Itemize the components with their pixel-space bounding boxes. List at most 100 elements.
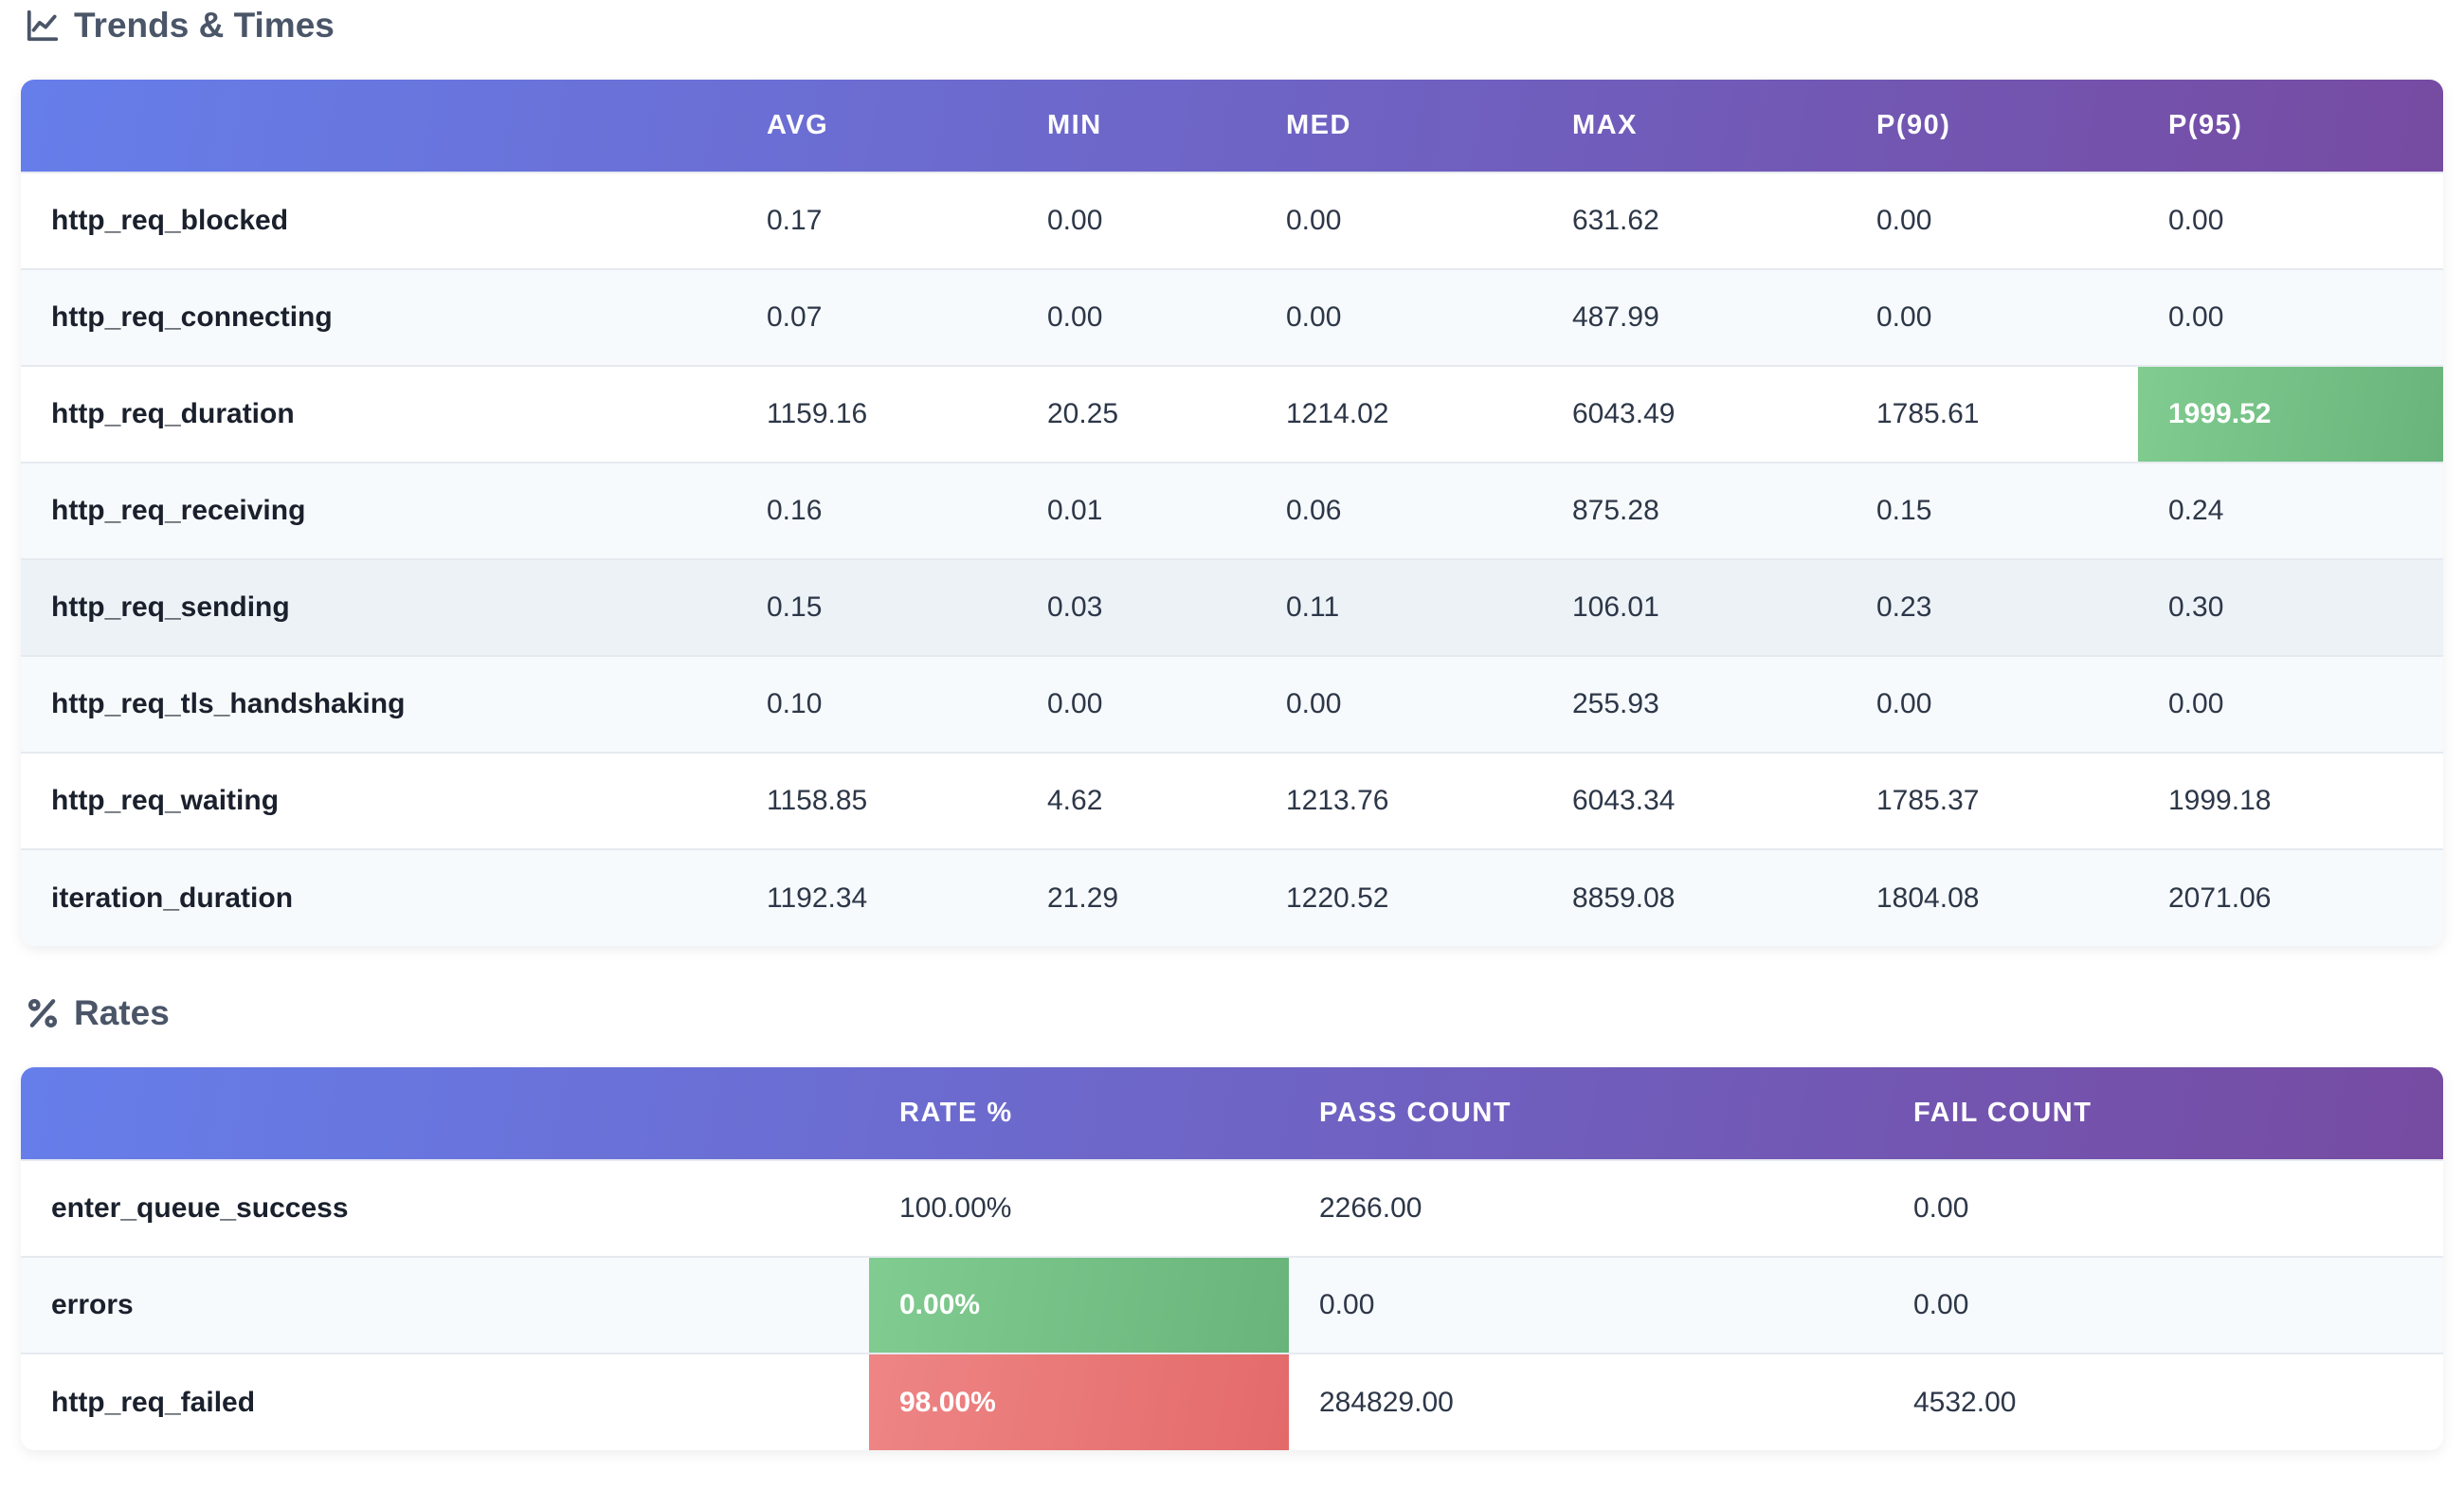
cell-pass-count: 2266.00 (1289, 1159, 1883, 1257)
cell-p90: 1785.61 (1846, 365, 2138, 463)
cell-med: 0.00 (1256, 268, 1542, 366)
cell-min: 0.00 (1017, 172, 1256, 269)
cell-med: 1220.52 (1256, 848, 1542, 946)
metric-name: http_req_blocked (21, 172, 736, 269)
cell-p95: 0.24 (2138, 462, 2443, 559)
table-row: enter_queue_success 100.00% 2266.00 0.00 (21, 1159, 2443, 1257)
cell-p90: 0.00 (1846, 268, 2138, 366)
cell-med: 0.06 (1256, 462, 1542, 559)
cell-fail-count: 0.00 (1883, 1159, 2443, 1257)
cell-max: 487.99 (1542, 268, 1846, 366)
table-row: http_req_failed 98.00% 284829.00 4532.00 (21, 1353, 2443, 1450)
cell-pass-count: 284829.00 (1289, 1353, 1883, 1450)
cell-p95: 2071.06 (2138, 848, 2443, 946)
cell-avg: 0.17 (736, 172, 1017, 269)
table-row: iteration_duration 1192.34 21.29 1220.52… (21, 848, 2443, 946)
cell-rate-threshold-pass: 0.00% (869, 1256, 1289, 1354)
cell-max: 106.01 (1542, 558, 1846, 656)
column-header-p95: P(95) (2168, 110, 2243, 140)
column-header-max: MAX (1572, 110, 1638, 140)
table-row: http_req_connecting 0.07 0.00 0.00 487.9… (21, 268, 2443, 366)
metric-name: http_req_connecting (21, 268, 736, 366)
metric-name: http_req_failed (21, 1353, 869, 1450)
column-header-med: MED (1286, 110, 1351, 140)
rates-table: RATE % PASS COUNT FAIL COUNT enter_queue… (21, 1067, 2443, 1450)
column-header-pass-count: PASS COUNT (1319, 1098, 1512, 1128)
cell-p95: 0.00 (2138, 172, 2443, 269)
cell-avg: 0.10 (736, 655, 1017, 753)
cell-p90: 0.00 (1846, 655, 2138, 753)
percent-icon (27, 998, 58, 1028)
table-row: http_req_waiting 1158.85 4.62 1213.76 60… (21, 752, 2443, 849)
cell-med: 1214.02 (1256, 365, 1542, 463)
cell-min: 4.62 (1017, 752, 1256, 849)
column-header-fail-count: FAIL COUNT (1913, 1098, 2093, 1128)
cell-min: 0.01 (1017, 462, 1256, 559)
cell-min: 0.00 (1017, 655, 1256, 753)
trends-title-text: Trends & Times (74, 6, 335, 45)
cell-p90: 0.15 (1846, 462, 2138, 559)
table-row: errors 0.00% 0.00 0.00 (21, 1256, 2443, 1354)
cell-min: 20.25 (1017, 365, 1256, 463)
table-row: http_req_duration 1159.16 20.25 1214.02 … (21, 365, 2443, 463)
cell-rate-threshold-fail: 98.00% (869, 1353, 1289, 1450)
metric-name: http_req_waiting (21, 752, 736, 849)
cell-p90: 0.23 (1846, 558, 2138, 656)
cell-med: 0.00 (1256, 655, 1542, 753)
column-header-min: MIN (1047, 110, 1102, 140)
cell-max: 8859.08 (1542, 848, 1846, 946)
cell-med: 0.00 (1256, 172, 1542, 269)
cell-avg: 0.07 (736, 268, 1017, 366)
metric-name: iteration_duration (21, 848, 736, 946)
cell-avg: 1159.16 (736, 365, 1017, 463)
cell-max: 631.62 (1542, 172, 1846, 269)
cell-max: 6043.49 (1542, 365, 1846, 463)
cell-avg: 1158.85 (736, 752, 1017, 849)
cell-p90: 1785.37 (1846, 752, 2138, 849)
cell-avg: 1192.34 (736, 848, 1017, 946)
column-header-p90: P(90) (1876, 110, 1951, 140)
cell-p95: 1999.18 (2138, 752, 2443, 849)
cell-p95-threshold-pass: 1999.52 (2138, 365, 2443, 463)
cell-med: 1213.76 (1256, 752, 1542, 849)
cell-fail-count: 0.00 (1883, 1256, 2443, 1354)
line-chart-icon (27, 9, 59, 42)
cell-p90: 0.00 (1846, 172, 2138, 269)
metric-name: http_req_duration (21, 365, 736, 463)
metric-name: http_req_tls_handshaking (21, 655, 736, 753)
cell-p90: 1804.08 (1846, 848, 2138, 946)
cell-max: 875.28 (1542, 462, 1846, 559)
cell-max: 255.93 (1542, 655, 1846, 753)
cell-min: 0.00 (1017, 268, 1256, 366)
cell-rate: 100.00% (869, 1159, 1289, 1257)
cell-max: 6043.34 (1542, 752, 1846, 849)
trends-header-row: AVG MIN MED MAX P(90) P(95) (21, 80, 2443, 173)
rates-title-text: Rates (74, 993, 170, 1032)
cell-fail-count: 4532.00 (1883, 1353, 2443, 1450)
table-row: http_req_blocked 0.17 0.00 0.00 631.62 0… (21, 172, 2443, 269)
table-row: http_req_tls_handshaking 0.10 0.00 0.00 … (21, 655, 2443, 753)
metric-name: enter_queue_success (21, 1159, 869, 1257)
trends-table: AVG MIN MED MAX P(90) P(95) http_req_blo… (21, 80, 2443, 946)
cell-min: 21.29 (1017, 848, 1256, 946)
rates-section-title: Rates (25, 993, 170, 1033)
trends-section-title: Trends & Times (25, 6, 335, 45)
metric-name: errors (21, 1256, 869, 1354)
cell-p95: 0.00 (2138, 655, 2443, 753)
table-row-hovered: http_req_sending 0.15 0.03 0.11 106.01 0… (21, 558, 2443, 656)
cell-avg: 0.16 (736, 462, 1017, 559)
column-header-avg: AVG (767, 110, 829, 140)
cell-p95: 0.00 (2138, 268, 2443, 366)
cell-med: 0.11 (1256, 558, 1542, 656)
cell-pass-count: 0.00 (1289, 1256, 1883, 1354)
table-row: http_req_receiving 0.16 0.01 0.06 875.28… (21, 462, 2443, 559)
metric-name: http_req_sending (21, 558, 736, 656)
cell-p95: 0.30 (2138, 558, 2443, 656)
column-header-metric (21, 80, 736, 173)
cell-avg: 0.15 (736, 558, 1017, 656)
column-header-rate: RATE % (899, 1098, 1013, 1128)
cell-min: 0.03 (1017, 558, 1256, 656)
metric-name: http_req_receiving (21, 462, 736, 559)
column-header-metric (21, 1067, 869, 1160)
rates-header-row: RATE % PASS COUNT FAIL COUNT (21, 1067, 2443, 1160)
